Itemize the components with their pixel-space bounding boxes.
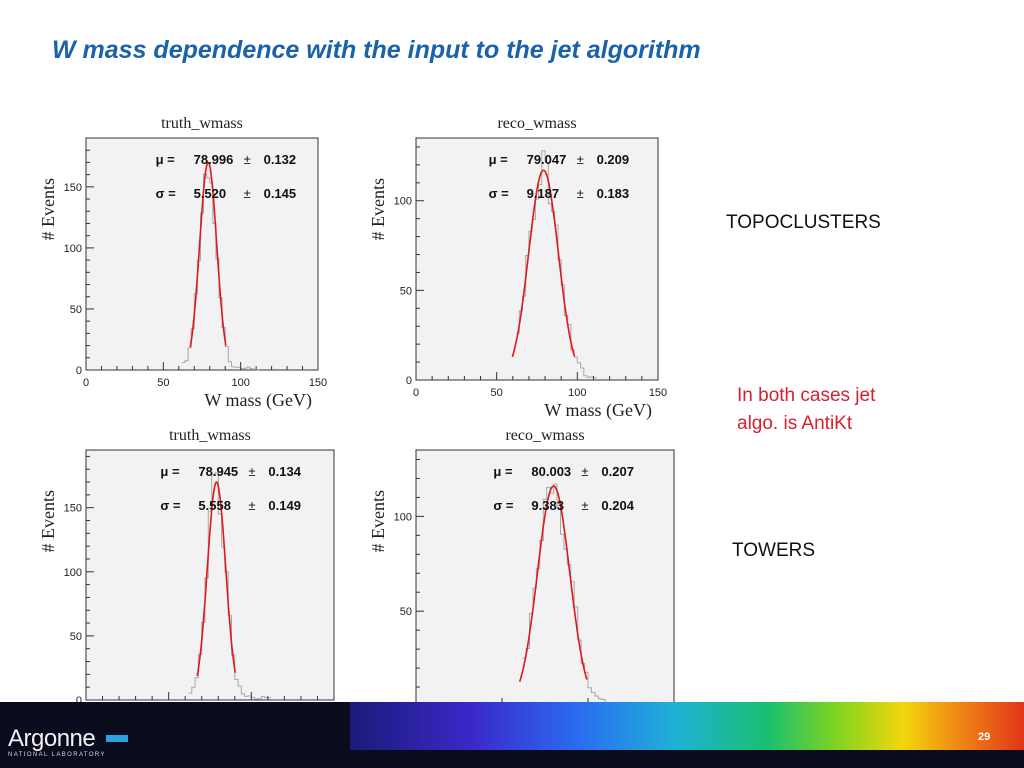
x-tick-label: 0 bbox=[413, 387, 419, 399]
antikt-note: In both cases jet algo. is AntiKt bbox=[737, 382, 875, 438]
sigma-error: 0.204 bbox=[601, 498, 634, 513]
sigma-label: σ = bbox=[156, 186, 177, 201]
topoclusters-label: TOPOCLUSTERS bbox=[726, 212, 881, 233]
x-tick-label: 50 bbox=[157, 377, 169, 389]
sigma-pm: ± bbox=[581, 498, 588, 513]
y-tick-label: 100 bbox=[64, 567, 82, 579]
gaussian-fit-curve bbox=[196, 481, 237, 677]
mu-value: 78.996 bbox=[194, 152, 234, 167]
x-tick-label: 150 bbox=[309, 377, 327, 389]
y-tick-label: 50 bbox=[70, 304, 82, 316]
y-axis-label: # Events bbox=[38, 178, 58, 241]
y-tick-label: 150 bbox=[64, 182, 82, 194]
plot-frame bbox=[415, 449, 675, 707]
sigma-error: 0.183 bbox=[597, 186, 630, 201]
footer-strip bbox=[350, 750, 1024, 768]
sigma-label: σ = bbox=[489, 186, 510, 201]
mu-label: μ = bbox=[493, 464, 513, 479]
sigma-pm: ± bbox=[248, 498, 255, 513]
sigma-label: σ = bbox=[160, 498, 181, 513]
mu-pm: ± bbox=[581, 464, 588, 479]
histogram-title: truth_wmass bbox=[169, 427, 251, 444]
x-axis-label: W mass (GeV) bbox=[204, 390, 312, 410]
mu-pm: ± bbox=[248, 464, 255, 479]
mu-value: 79.047 bbox=[527, 152, 567, 167]
footer-band bbox=[0, 702, 1024, 768]
plot-truth-topoclusters: truth_wmass 0 50 100 150 0 50 100 150 W mass (GeV… bbox=[38, 108, 338, 410]
spectrum-bar bbox=[350, 702, 1024, 750]
histogram-title: reco_wmass bbox=[505, 427, 584, 444]
logo-mark-icon bbox=[106, 735, 128, 742]
sigma-value: 5.520 bbox=[194, 186, 227, 201]
histogram-steps bbox=[516, 150, 597, 379]
y-tick-label: 50 bbox=[70, 631, 82, 643]
sigma-value: 9.383 bbox=[531, 498, 564, 513]
gaussian-fit-curve bbox=[511, 169, 576, 358]
sigma-label: σ = bbox=[493, 498, 514, 513]
y-tick-label: 150 bbox=[64, 503, 82, 515]
gaussian-fit-curve bbox=[518, 485, 588, 682]
y-axis-label: # Events bbox=[38, 490, 58, 553]
sigma-error: 0.145 bbox=[264, 186, 297, 201]
mu-value: 78.945 bbox=[198, 464, 238, 479]
sigma-value: 5.558 bbox=[198, 498, 231, 513]
x-axis-label: W mass (GeV) bbox=[544, 400, 652, 420]
histogram-steps bbox=[522, 483, 609, 706]
histogram-title: truth_wmass bbox=[161, 115, 243, 132]
y-axis-label: # Events bbox=[368, 178, 388, 241]
plot-frame bbox=[85, 137, 319, 371]
y-tick-label: 50 bbox=[400, 606, 412, 618]
y-tick-label: 50 bbox=[400, 285, 412, 297]
mu-value: 80.003 bbox=[531, 464, 571, 479]
mu-pm: ± bbox=[244, 152, 251, 167]
x-tick-label: 100 bbox=[568, 387, 586, 399]
histogram-title: reco_wmass bbox=[497, 115, 576, 132]
plot-frame bbox=[415, 137, 659, 381]
logo-subtitle: NATIONAL LABORATORY bbox=[8, 752, 106, 758]
y-tick-label: 100 bbox=[394, 511, 412, 523]
towers-label: TOWERS bbox=[732, 540, 816, 561]
y-tick-label: 100 bbox=[64, 243, 82, 255]
x-tick-label: 150 bbox=[649, 387, 667, 399]
sigma-pm: ± bbox=[577, 186, 584, 201]
y-tick-label: 0 bbox=[406, 375, 412, 387]
sigma-error: 0.149 bbox=[268, 498, 301, 513]
mu-error: 0.132 bbox=[264, 152, 297, 167]
x-tick-label: 50 bbox=[491, 387, 503, 399]
gaussian-fit-curve bbox=[189, 161, 227, 348]
x-tick-label: 0 bbox=[83, 377, 89, 389]
mu-label: μ = bbox=[489, 152, 509, 167]
histogram-steps bbox=[188, 472, 272, 700]
mu-label: μ = bbox=[160, 464, 180, 479]
note-line-2: algo. is AntiKt bbox=[737, 413, 853, 434]
y-tick-label: 100 bbox=[394, 196, 412, 208]
note-line-1: In both cases jet bbox=[737, 385, 876, 406]
page-number: 29 bbox=[978, 731, 991, 743]
y-tick-label: 0 bbox=[76, 695, 82, 707]
logo-name: Argonne bbox=[8, 725, 96, 752]
mu-error: 0.207 bbox=[601, 464, 634, 479]
plot-frame bbox=[85, 449, 335, 701]
sigma-pm: ± bbox=[244, 186, 251, 201]
plot-reco-topoclusters: reco_wmass 0 50 100 150 0 50 100 W mass (GeV) # E… bbox=[368, 108, 678, 420]
mu-label: μ = bbox=[156, 152, 176, 167]
argonne-logo: Argonne NATIONAL LABORATORY bbox=[8, 725, 106, 759]
mu-pm: ± bbox=[577, 152, 584, 167]
sigma-value: 9.187 bbox=[527, 186, 560, 201]
y-tick-label: 0 bbox=[76, 365, 82, 377]
slide-title: W mass dependence with the input to the … bbox=[52, 36, 701, 64]
mu-error: 0.134 bbox=[268, 464, 301, 479]
mu-error: 0.209 bbox=[597, 152, 630, 167]
y-axis-label: # Events bbox=[368, 490, 388, 553]
x-tick-label: 100 bbox=[231, 377, 249, 389]
